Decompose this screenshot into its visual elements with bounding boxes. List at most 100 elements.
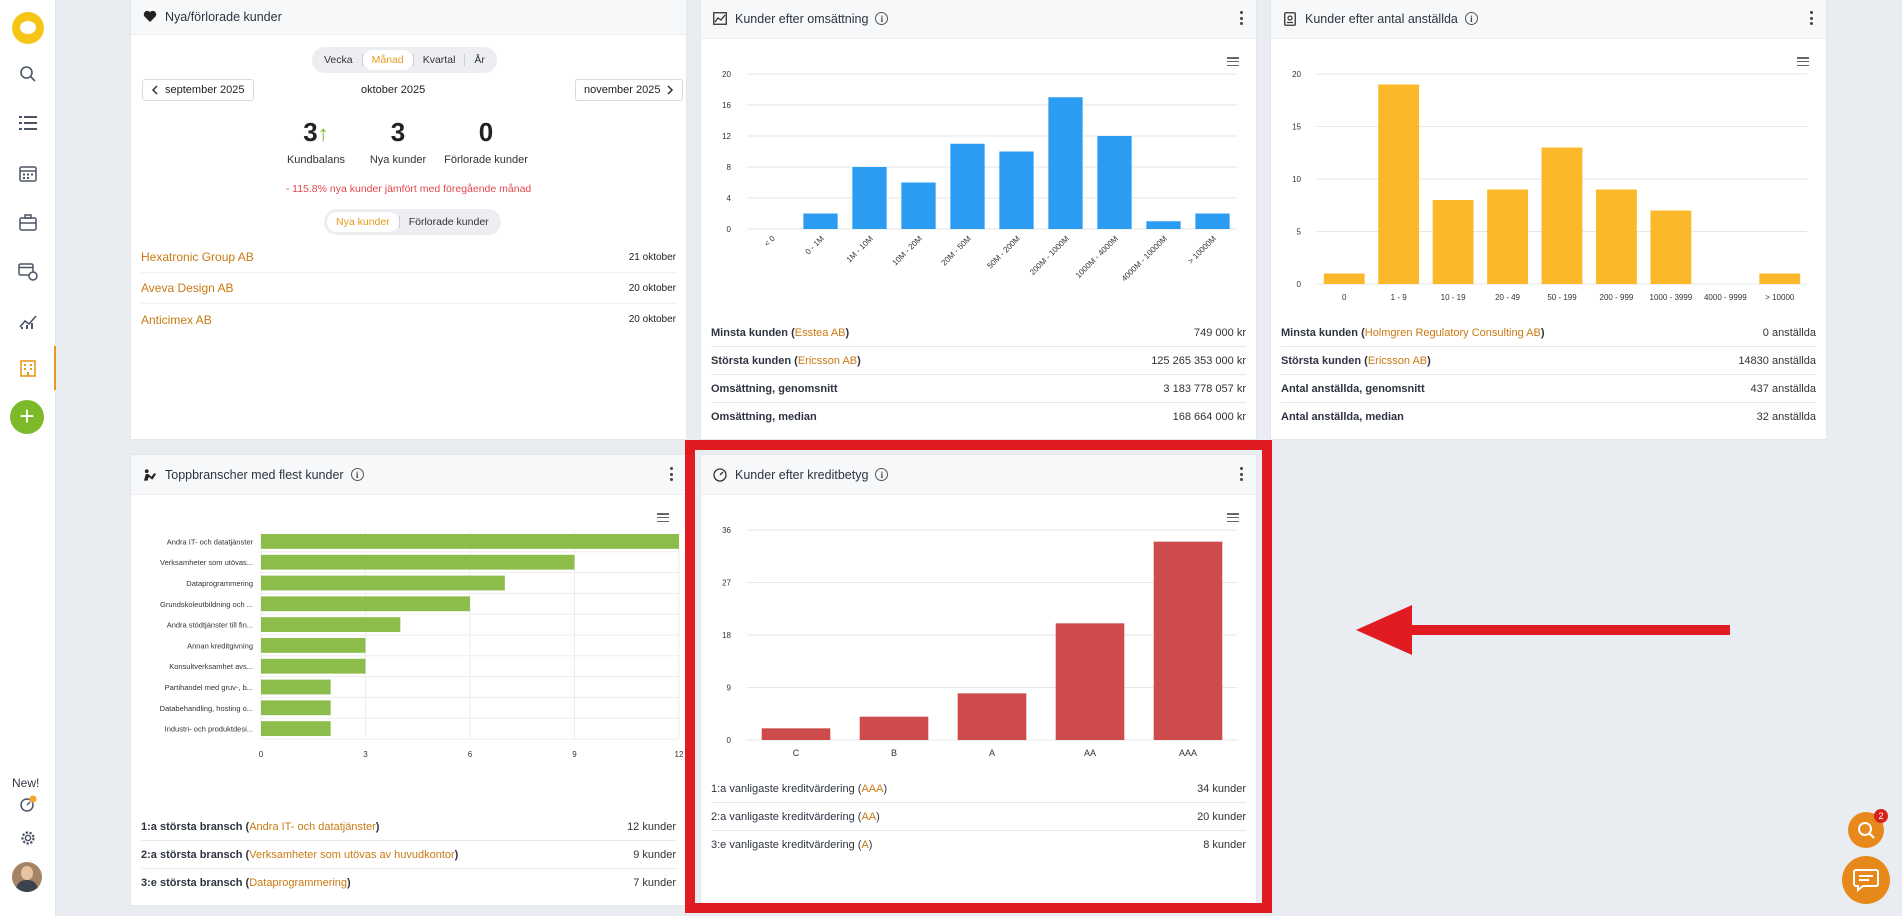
settings-gear-icon[interactable]: [14, 824, 42, 852]
x-tick-label: 4000M - 10000M: [1120, 234, 1169, 283]
summary-link[interactable]: Esstea AB: [794, 326, 846, 339]
summary-row: 1:a största bransch (Andra IT- och datat…: [141, 813, 676, 841]
chart-menu-icon[interactable]: [657, 513, 669, 522]
more-menu-icon[interactable]: [668, 467, 674, 481]
companies-icon[interactable]: [14, 354, 42, 382]
bar: [261, 617, 401, 632]
list-icon[interactable]: [14, 109, 42, 137]
x-tick-label: 200 - 999: [1600, 293, 1634, 302]
next-period-button[interactable]: november 2025: [575, 79, 684, 101]
summary-row: Omsättning, median 168 664 000 kr: [711, 411, 1246, 423]
summary-link[interactable]: Andra IT- och datatjänster: [249, 820, 376, 833]
campaign-icon[interactable]: [14, 258, 42, 286]
summary-link[interactable]: Ericsson AB: [797, 354, 858, 367]
y-tick-label: 12: [722, 132, 731, 141]
card-title: Kunder efter omsättning: [735, 11, 869, 26]
x-tick-label: 4000 - 9999: [1704, 293, 1747, 302]
bar: [950, 143, 985, 229]
bar: [803, 213, 838, 229]
new-lost-customers-card: Nya/förlorade kunder Vecka Månad Kvartal…: [130, 0, 687, 440]
card-header: Toppbranscher med flest kunder i: [131, 455, 686, 495]
search-icon[interactable]: [14, 60, 42, 88]
highlight-box: [685, 440, 1272, 913]
gauge-icon: [713, 467, 727, 482]
summary-row: Minsta kunden (Holmgren Regulatory Consu…: [1281, 319, 1816, 347]
summary-link[interactable]: Dataprogrammering: [249, 877, 348, 889]
list-item[interactable]: Aveva Design AB 20 oktober: [141, 273, 676, 304]
previous-period-button[interactable]: september 2025: [142, 79, 254, 101]
x-tick-label: > 10000: [1765, 293, 1795, 302]
x-tick-label: 10 - 19: [1441, 293, 1466, 302]
current-period: oktober 2025: [361, 84, 426, 96]
list-item[interactable]: Anticimex AB 20 oktober: [141, 312, 676, 327]
left-rail: + New!: [0, 0, 56, 916]
summary-row: Antal anställda, genomsnitt 437 anställda: [1281, 375, 1816, 403]
summary-link[interactable]: Verksamheter som utövas av huvudkontor: [249, 848, 455, 861]
period-quarter[interactable]: Kvartal: [422, 54, 456, 66]
summary-link[interactable]: AA: [861, 810, 877, 823]
summary-link[interactable]: AAA: [861, 782, 884, 795]
info-icon[interactable]: i: [875, 468, 889, 481]
bar: [1487, 189, 1528, 284]
y-tick-label: Annan kreditgivning: [187, 641, 253, 650]
chart-menu-icon[interactable]: [1227, 513, 1239, 522]
tab-lost-customers[interactable]: Förlorade kunder: [408, 216, 489, 228]
chart-menu-icon[interactable]: [1797, 57, 1809, 66]
bar: [261, 679, 331, 695]
x-tick-label: 12: [675, 750, 683, 759]
x-tick-label: C: [793, 748, 800, 758]
summary-row: Största kunden (Ericsson AB) 125 265 353 …: [711, 347, 1246, 375]
x-tick-label: 1000 - 3999: [1650, 293, 1693, 302]
y-tick-label: 20: [722, 70, 731, 79]
info-icon[interactable]: i: [875, 12, 889, 25]
period-year[interactable]: År: [474, 54, 485, 66]
summary-link[interactable]: A: [861, 839, 869, 851]
credit-rating-card: Kunder efter kreditbetyg i 0 9 18 27 36 C B A AA…: [700, 454, 1257, 906]
summary-link[interactable]: Ericsson AB: [1367, 354, 1428, 367]
bar: [1323, 273, 1365, 284]
industry-icon: [143, 468, 157, 482]
y-tick-label: Databehandling, hosting o...: [160, 704, 253, 713]
bar: [261, 721, 331, 736]
tab-new-customers[interactable]: Nya kunder: [327, 212, 399, 232]
y-tick-label: 15: [1292, 123, 1301, 132]
list-item[interactable]: Hexatronic Group AB 21 oktober: [141, 242, 676, 273]
y-tick-label: 5: [1297, 228, 1302, 237]
credit-summary: 1:a vanligaste kreditvärdering (AAA) 34 k…: [711, 775, 1246, 859]
y-tick-label: 0: [727, 736, 732, 745]
calendar-icon[interactable]: [14, 159, 42, 187]
app-logo[interactable]: [12, 12, 44, 44]
new-label: New!: [12, 776, 40, 790]
bar: [761, 728, 831, 740]
briefcase-icon[interactable]: [14, 208, 42, 236]
bar: [1650, 210, 1692, 284]
industries-summary: 1:a största bransch (Andra IT- och datat…: [141, 813, 676, 897]
add-button[interactable]: +: [10, 400, 44, 434]
summary-row: Omsättning, genomsnitt 3 183 778 057 kr: [711, 375, 1246, 403]
user-avatar[interactable]: [12, 862, 42, 892]
info-icon[interactable]: i: [1464, 12, 1478, 25]
whats-new-icon[interactable]: [14, 790, 42, 818]
x-tick-label: 1 - 9: [1391, 293, 1408, 302]
chart-menu-icon[interactable]: [1227, 57, 1239, 66]
x-tick-label: 6: [468, 750, 473, 759]
x-tick-label: 0: [1342, 293, 1347, 302]
summary-link[interactable]: Holmgren Regulatory Consulting AB: [1364, 326, 1541, 339]
period-month[interactable]: Månad: [362, 50, 413, 70]
x-tick-label: < 0: [763, 234, 778, 249]
notification-badge: 2: [1874, 809, 1888, 823]
period-week[interactable]: Vecka: [324, 54, 353, 66]
bar: [852, 167, 887, 229]
summary-row: 1:a vanligaste kreditvärdering (AAA) 34 k…: [711, 775, 1246, 803]
more-menu-icon[interactable]: [1808, 11, 1814, 25]
summary-row: 2:a vanligaste kreditvärdering (AA) 20 ku…: [711, 803, 1246, 831]
analytics-icon[interactable]: [14, 307, 42, 335]
chat-button[interactable]: [1842, 856, 1890, 904]
bar: [1146, 221, 1181, 229]
bar: [1195, 213, 1230, 229]
more-menu-icon[interactable]: [1238, 11, 1244, 25]
more-menu-icon[interactable]: [1238, 467, 1244, 481]
bar: [1097, 136, 1132, 229]
info-icon[interactable]: i: [350, 468, 364, 481]
